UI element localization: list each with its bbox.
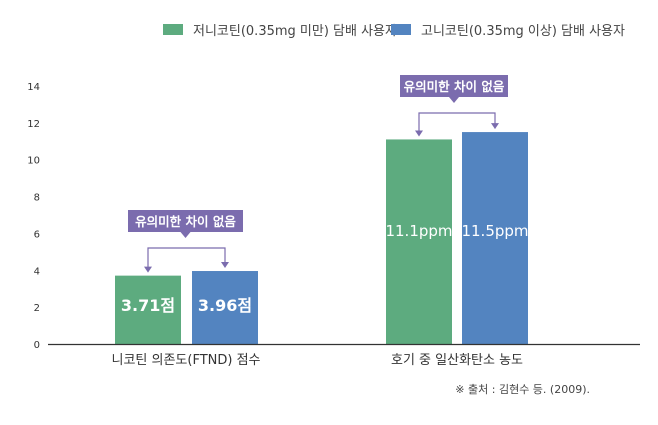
bar-data-label: 11.5ppm xyxy=(461,222,528,240)
arrow-down-icon xyxy=(415,130,423,137)
annotation-box-ftnd xyxy=(128,210,243,232)
y-tick-label: 6 xyxy=(34,229,40,240)
x-tick-label-ftnd: 니코틴 의존도(FTND) 점수 xyxy=(111,353,260,368)
annotation-label-co: 유의미한 차이 없음 xyxy=(404,79,505,94)
y-tick-label: 8 xyxy=(34,193,40,204)
y-axis: 0 2 4 6 8 10 12 14 xyxy=(27,82,40,351)
legend-swatch-high-nicotine xyxy=(391,24,411,35)
annotations: 유의미한 차이 없음 유의미한 차이 없음 xyxy=(128,75,508,273)
annotation-pointer-icon xyxy=(449,97,459,103)
legend-label-low-nicotine: 저니코틴(0.35mg 미만) 담배 사용자 xyxy=(193,24,397,39)
annotation-pointer-icon xyxy=(180,232,191,238)
bar-data-label: 11.1ppm xyxy=(385,222,452,240)
annotation-bracket xyxy=(147,247,226,270)
annotation-label-ftnd: 유의미한 차이 없음 xyxy=(135,214,236,229)
bar-data-label: 3.96점 xyxy=(198,296,252,315)
y-tick-label: 12 xyxy=(27,119,40,130)
source-note: ※ 출처 : 김현수 등. (2009). xyxy=(455,383,590,396)
annotation-box-co xyxy=(400,75,508,97)
legend-swatch-low-nicotine xyxy=(163,24,183,35)
bars: 3.71점 3.96점 11.1ppm 11.5ppm xyxy=(115,132,529,344)
bar xyxy=(192,271,258,344)
arrow-down-icon xyxy=(491,123,499,130)
x-tick-label-co: 호기 중 일산화탄소 농도 xyxy=(391,353,523,368)
y-tick-label: 0 xyxy=(34,340,40,351)
bar xyxy=(462,132,528,344)
y-tick-label: 2 xyxy=(34,303,40,314)
bar xyxy=(115,275,181,344)
annotation-bracket xyxy=(418,112,496,134)
y-tick-label: 10 xyxy=(27,156,40,167)
arrow-down-icon xyxy=(144,266,152,273)
legend-label-high-nicotine: 고니코틴(0.35mg 이상) 담배 사용자 xyxy=(421,24,625,39)
y-tick-label: 4 xyxy=(34,266,40,277)
legend: 저니코틴(0.35mg 미만) 담배 사용자 고니코틴(0.35mg 이상) 담… xyxy=(163,24,625,39)
bar-data-label: 3.71점 xyxy=(121,296,175,315)
arrow-down-icon xyxy=(221,262,229,269)
bar xyxy=(386,139,452,344)
y-tick-label: 14 xyxy=(27,82,40,93)
